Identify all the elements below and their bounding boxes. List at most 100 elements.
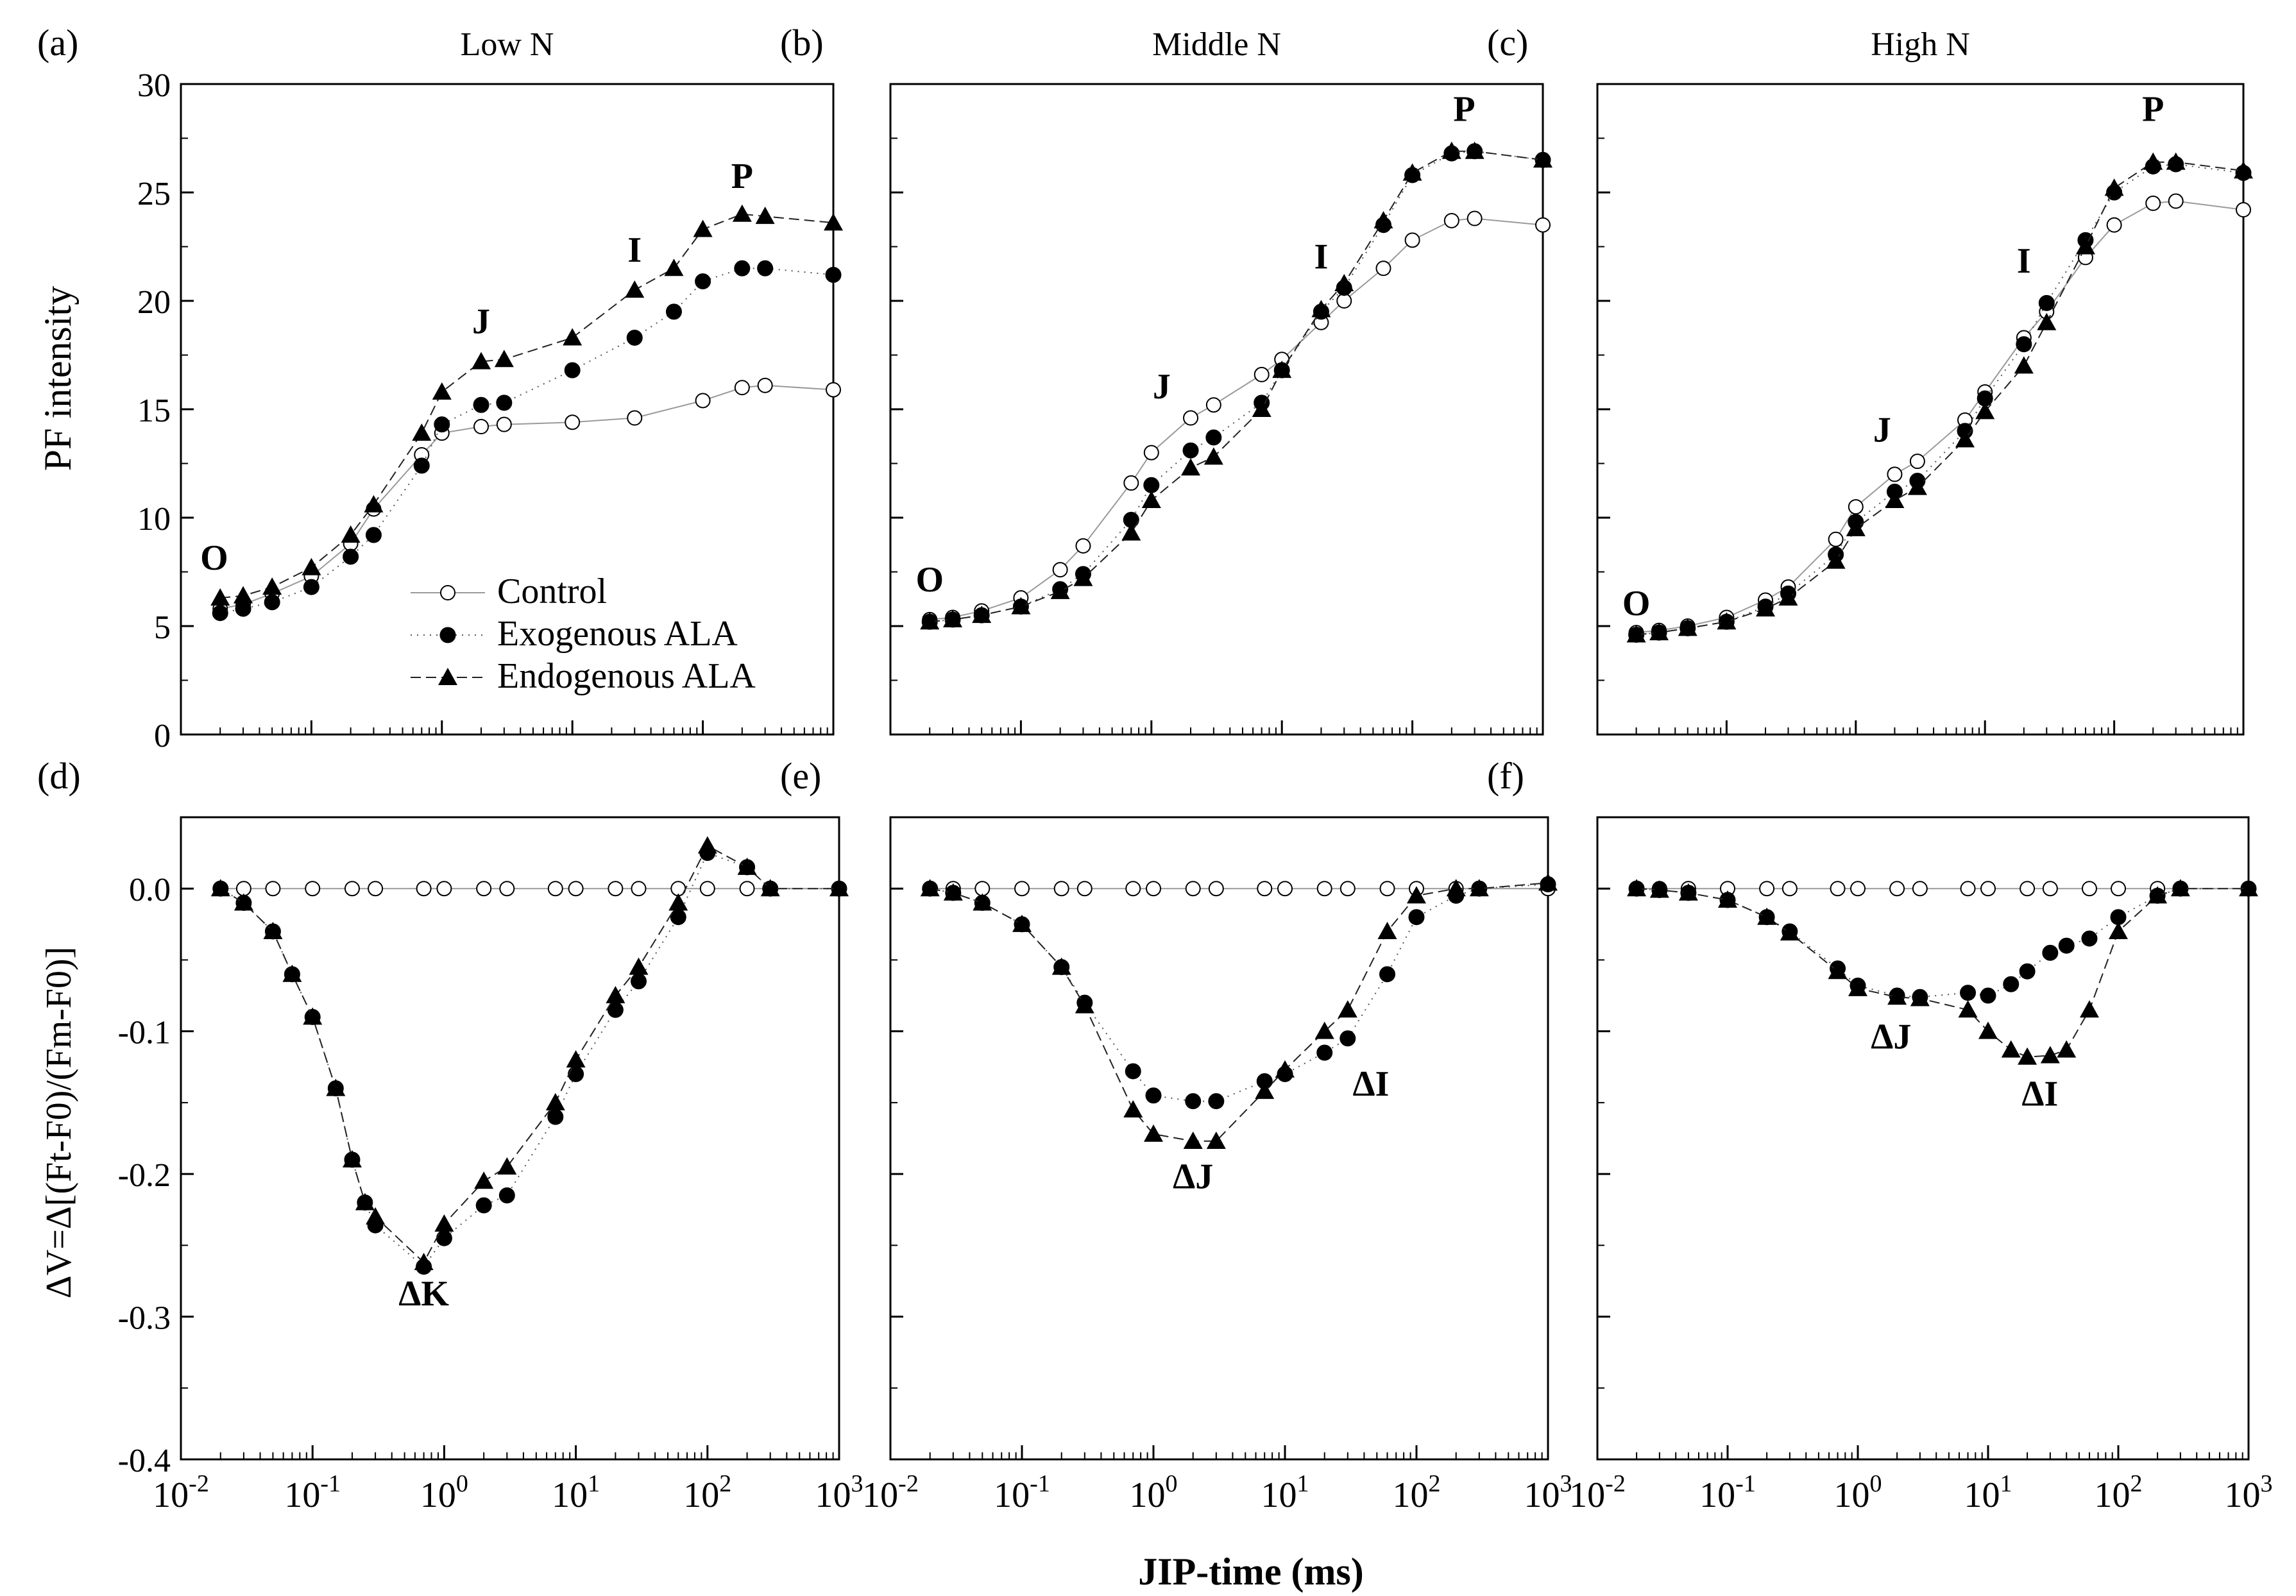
- data-point: [1975, 402, 1995, 420]
- data-point: [1252, 400, 1271, 417]
- data-point: [1183, 1131, 1203, 1149]
- series-control: [212, 377, 841, 616]
- panel-label: (d): [37, 755, 81, 797]
- y-tick-label: 0.0: [129, 872, 171, 908]
- data-point: [1778, 588, 1798, 606]
- data-point: [1441, 141, 1461, 159]
- data-point: [1205, 429, 1222, 446]
- data-point: [1955, 430, 1975, 448]
- data-point: [2057, 1040, 2077, 1058]
- series-line: [220, 384, 834, 609]
- data-point: [1014, 881, 1030, 897]
- data-point: [476, 881, 492, 897]
- y-tick-label: -0.4: [118, 1443, 171, 1479]
- panel-label: (e): [780, 755, 821, 797]
- data-point: [1780, 923, 1799, 941]
- data-point: [695, 273, 711, 290]
- data-point: [1143, 477, 1160, 493]
- data-point: [972, 606, 992, 624]
- panel-a: (a) Low N 0 5 10 15 20 25 30 O J I P: [37, 22, 843, 754]
- series-exogenous-ala: [922, 876, 1556, 1110]
- data-point: [2239, 879, 2258, 897]
- data-point: [1404, 232, 1420, 248]
- series-exogenous-ala: [212, 260, 842, 622]
- data-point: [943, 883, 963, 901]
- panel-f: (f) 10-2 10-1 100 101 102 103 ΔJ ΔI: [1487, 755, 2273, 1515]
- data-point: [263, 921, 283, 939]
- series-line: [220, 845, 839, 1264]
- data-point: [1185, 881, 1201, 897]
- panel-label: (c): [1487, 22, 1528, 64]
- y-tick-label: -0.2: [118, 1157, 171, 1194]
- x-tick-label: 100: [1130, 1470, 1178, 1515]
- data-point: [631, 973, 647, 990]
- data-point: [265, 881, 281, 897]
- data-point: [282, 964, 302, 982]
- data-point: [2106, 217, 2122, 233]
- legend-label: Endogenous ALA: [497, 656, 756, 696]
- data-point: [1846, 518, 1866, 536]
- data-point: [1958, 1000, 1978, 1018]
- plot-frame: [1596, 816, 2250, 1461]
- data-point: [631, 881, 647, 897]
- data-point: [732, 204, 752, 222]
- x-tick-label: 103: [2225, 1470, 2273, 1515]
- y-tick-label: 10: [137, 501, 171, 538]
- data-point: [1757, 907, 1777, 925]
- data-point: [2234, 161, 2253, 179]
- x-tick-label: 10-1: [284, 1470, 341, 1515]
- x-tick-label: 101: [552, 1470, 600, 1515]
- data-point: [1206, 1131, 1226, 1149]
- data-point: [1336, 293, 1352, 309]
- data-point: [2003, 976, 2020, 992]
- annotation: ΔJ: [1173, 1157, 1213, 1196]
- data-point: [496, 395, 513, 411]
- data-point: [1446, 879, 1466, 897]
- data-point: [734, 380, 750, 396]
- data-point: [973, 893, 992, 911]
- data-point: [665, 303, 682, 320]
- data-point: [1073, 568, 1093, 586]
- data-point: [1828, 531, 1844, 547]
- data-point: [1402, 163, 1422, 181]
- data-point: [434, 1214, 454, 1232]
- data-point: [2081, 881, 2097, 897]
- data-point: [739, 881, 755, 897]
- x-tick-label: 101: [1964, 1470, 2012, 1515]
- annotation: I: [2017, 241, 2031, 281]
- legend-label: Control: [497, 572, 607, 611]
- data-point: [1373, 210, 1393, 228]
- annotation: ΔI: [2021, 1074, 2058, 1114]
- data-point: [474, 1171, 494, 1189]
- series-control: [922, 210, 1551, 627]
- data-point: [2148, 886, 2168, 904]
- data-point: [1535, 217, 1551, 233]
- series-endogenous-ala: [920, 873, 1558, 1149]
- data-point: [305, 881, 321, 897]
- data-point: [499, 881, 515, 897]
- y-axis-label-bottom: ΔV=Δ[(Ft-F0)/(Fm-F0)]: [39, 947, 79, 1299]
- data-point: [568, 1065, 584, 1082]
- data-point: [625, 280, 645, 298]
- data-point: [1375, 260, 1391, 276]
- data-point: [629, 957, 649, 975]
- data-point: [497, 1157, 517, 1175]
- x-tick-label: 10-2: [153, 1470, 209, 1515]
- data-point: [434, 416, 450, 433]
- data-point: [1469, 879, 1489, 897]
- data-point: [2038, 294, 2055, 311]
- series-endogenous-ala: [210, 204, 843, 606]
- data-point: [760, 879, 780, 897]
- data-point: [737, 857, 757, 875]
- data-point: [1885, 490, 1905, 508]
- series-line: [1636, 200, 2244, 634]
- x-tick-label: 103: [815, 1470, 863, 1515]
- data-point: [234, 893, 253, 911]
- data-point: [668, 893, 688, 911]
- data-point: [1208, 881, 1224, 897]
- y-tick-label: 25: [137, 176, 171, 212]
- data-point: [2170, 879, 2190, 897]
- data-point: [1121, 523, 1141, 541]
- data-point: [1465, 141, 1484, 159]
- data-point: [1123, 475, 1139, 491]
